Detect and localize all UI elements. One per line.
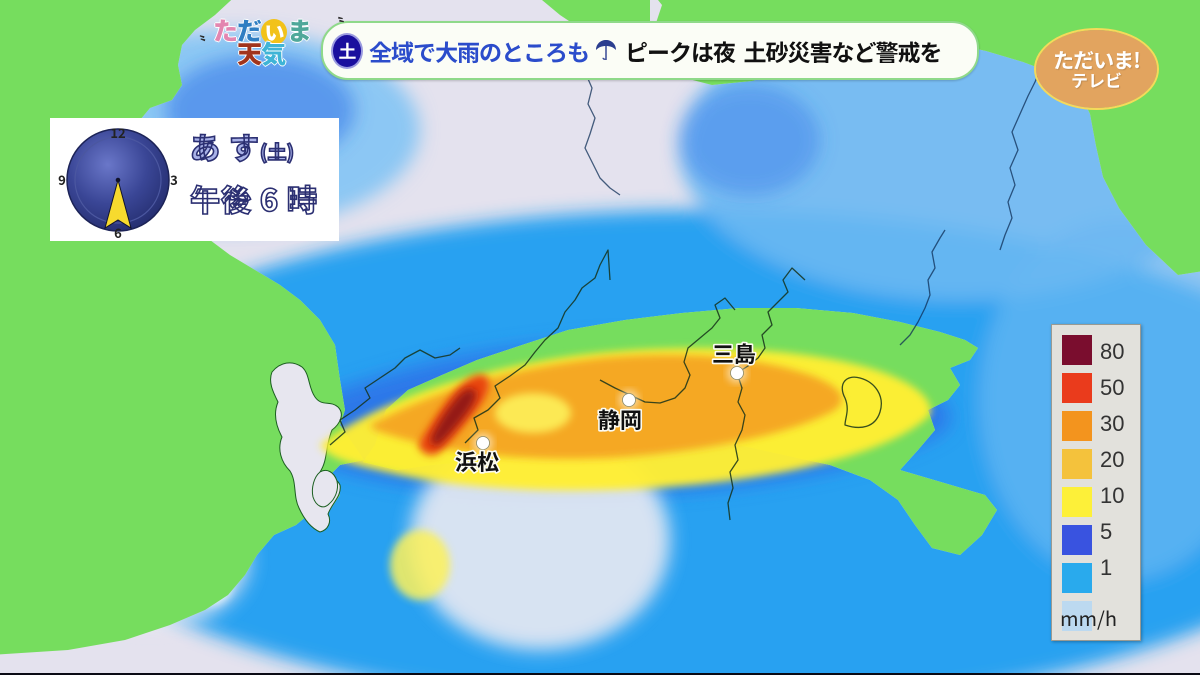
- svg-text:12: 12: [110, 123, 125, 142]
- svg-text:静岡: 静岡: [598, 403, 642, 435]
- svg-text:9: 9: [58, 170, 66, 189]
- svg-text:浜松: 浜松: [455, 445, 499, 477]
- svg-text:3: 3: [170, 170, 178, 189]
- svg-text:三島: 三島: [712, 337, 756, 369]
- svg-text:6: 6: [114, 223, 122, 241]
